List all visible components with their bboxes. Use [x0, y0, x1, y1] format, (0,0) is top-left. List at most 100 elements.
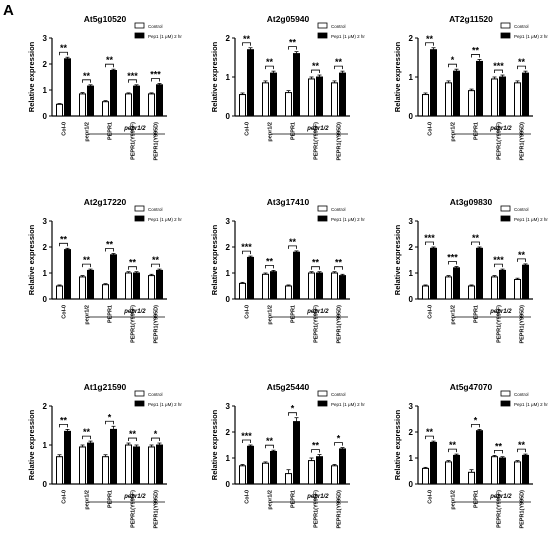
y-tick-label: 2	[43, 243, 48, 252]
significance-label: **	[289, 38, 297, 48]
bar-control	[125, 444, 132, 485]
y-axis-label: Relative expression	[27, 409, 36, 480]
chart-title: At3g09830	[450, 197, 493, 207]
significance-bracket	[59, 242, 68, 247]
bar-pep1	[270, 271, 277, 300]
bar-pep1	[133, 85, 140, 117]
legend-label: Control	[514, 392, 529, 397]
x-tick-label: PEPR1	[291, 305, 297, 323]
chart-title: At3g17410	[267, 197, 310, 207]
bar-control	[331, 465, 338, 485]
bar-control	[79, 93, 86, 117]
chart-title: At5g10520	[84, 14, 127, 24]
bar-control	[422, 285, 429, 300]
bar-pep1	[430, 49, 437, 117]
y-tick-label: 1	[409, 73, 414, 82]
y-tick-label: 2	[409, 34, 414, 43]
x-tick-label: PEPR1(Y995F)	[314, 305, 320, 343]
legend-swatch	[317, 390, 328, 397]
bar-control	[285, 285, 292, 300]
legend-swatch	[134, 215, 145, 222]
significance-label: **	[312, 258, 320, 268]
significance-bracket	[471, 424, 480, 428]
legend-label: Control	[148, 24, 163, 29]
significance-bracket	[59, 424, 68, 428]
legend-label: Control	[514, 24, 529, 29]
significance-label: **	[83, 255, 91, 265]
significance-bracket	[334, 266, 343, 270]
significance-bracket	[334, 442, 343, 446]
legend-label: Control	[148, 207, 163, 212]
bar-pep1	[339, 275, 346, 300]
x-tick-label: PEPR1(Y995F)	[497, 305, 503, 343]
bar-pep1	[453, 267, 460, 300]
legend-label: Control	[148, 392, 163, 397]
legend-swatch	[500, 390, 511, 397]
bar-control	[262, 273, 269, 300]
bar-pep1	[247, 256, 254, 300]
bar-pep1	[110, 254, 117, 300]
x-tick-label: PEPR1(Y995F)	[314, 122, 320, 160]
significance-bracket	[82, 79, 91, 83]
legend-swatch	[500, 22, 511, 29]
y-axis-label: Relative expression	[27, 41, 36, 112]
bar-control	[514, 82, 521, 117]
x-tick-label: PEPR1(Y995F)	[497, 490, 503, 528]
bar-control	[285, 92, 292, 117]
bar-pep1	[316, 456, 323, 485]
legend-label: Control	[331, 207, 346, 212]
bar-control	[148, 275, 155, 300]
significance-label: **	[129, 429, 137, 439]
significance-label: **	[266, 256, 274, 266]
x-tick-label: Col-0	[62, 490, 68, 504]
y-axis-label: Relative expression	[393, 409, 402, 480]
bar-pep1	[293, 421, 300, 485]
y-tick-label: 2	[43, 60, 48, 69]
significance-bracket	[288, 245, 297, 249]
bar-pep1	[247, 49, 254, 117]
legend-swatch	[500, 215, 511, 222]
legend-swatch	[317, 22, 328, 29]
significance-label: **	[152, 255, 160, 265]
y-tick-label: 3	[226, 402, 231, 411]
bar-pep1	[156, 444, 163, 485]
significance-bracket	[311, 266, 320, 270]
chart-panel: At2g17220 Control Pep1 (1 μM) 2 hr 0 1 2 3 Rela…	[27, 197, 182, 344]
legend-swatch	[134, 390, 145, 397]
group-label: pepr1/2	[306, 494, 329, 500]
x-tick-label: PEPR1(Y995D)	[520, 490, 526, 529]
y-tick-label: 1	[409, 454, 414, 463]
bar-control	[148, 446, 155, 485]
chart-title: At2g05940	[267, 14, 310, 24]
significance-label: **	[106, 55, 114, 65]
x-tick-label: Col-0	[428, 490, 434, 504]
legend-swatch	[317, 215, 328, 222]
significance-label: ***	[493, 255, 504, 265]
significance-bracket	[494, 263, 503, 268]
bar-control	[308, 78, 315, 117]
bar-control	[422, 94, 429, 117]
y-tick-label: 0	[226, 295, 231, 304]
bar-pep1	[270, 451, 277, 485]
x-tick-label: PEPR1(Y995D)	[520, 305, 526, 344]
legend-label: Pep1 (1 μM) 2 hr	[331, 34, 365, 39]
legend-swatch	[134, 32, 145, 39]
bar-pep1	[87, 85, 94, 117]
x-tick-label: pepr1/2	[268, 305, 274, 325]
group-label: pepr1/2	[489, 494, 512, 500]
bar-pep1	[499, 76, 506, 117]
significance-bracket	[242, 250, 251, 255]
y-tick-label: 2	[226, 243, 231, 252]
bar-control	[491, 78, 498, 117]
bar-pep1	[293, 251, 300, 300]
significance-label: **	[129, 258, 137, 268]
significance-label: **	[518, 250, 526, 260]
bar-control	[468, 471, 475, 485]
y-axis-label: Relative expression	[210, 409, 219, 480]
significance-label: ***	[424, 233, 435, 243]
bar-pep1	[316, 272, 323, 300]
legend-label: Control	[331, 24, 346, 29]
significance-bracket	[265, 65, 274, 70]
group-label: pepr1/2	[123, 494, 146, 500]
